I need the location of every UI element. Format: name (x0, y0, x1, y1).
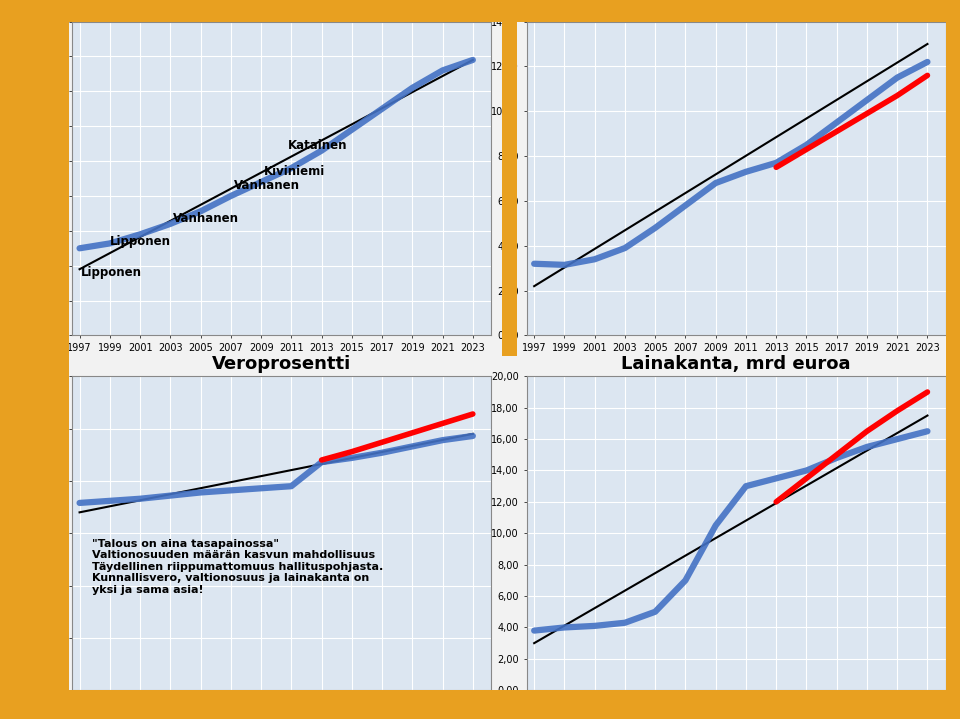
Title: Toimintakate, mrd euroa: Toimintakate, mrd euroa (156, 1, 406, 19)
Text: Vanhanen: Vanhanen (234, 179, 300, 192)
Text: Vanhanen: Vanhanen (174, 212, 239, 225)
Text: Kiviniemi: Kiviniemi (264, 165, 325, 178)
Text: Lipponen: Lipponen (81, 266, 142, 279)
Title: Veroprosentti: Veroprosentti (212, 355, 351, 373)
Text: Katainen: Katainen (288, 139, 348, 152)
Title: Lainakanta, mrd euroa: Lainakanta, mrd euroa (621, 355, 851, 373)
Title: Valtionosuudet, mrd euroa: Valtionosuudet, mrd euroa (601, 1, 872, 19)
Text: Lipponen: Lipponen (109, 235, 171, 248)
Text: "Talous on aina tasapainossa"
Valtionosuuden määrän kasvun mahdollisuus
Täydelli: "Talous on aina tasapainossa" Valtionosu… (91, 539, 383, 595)
